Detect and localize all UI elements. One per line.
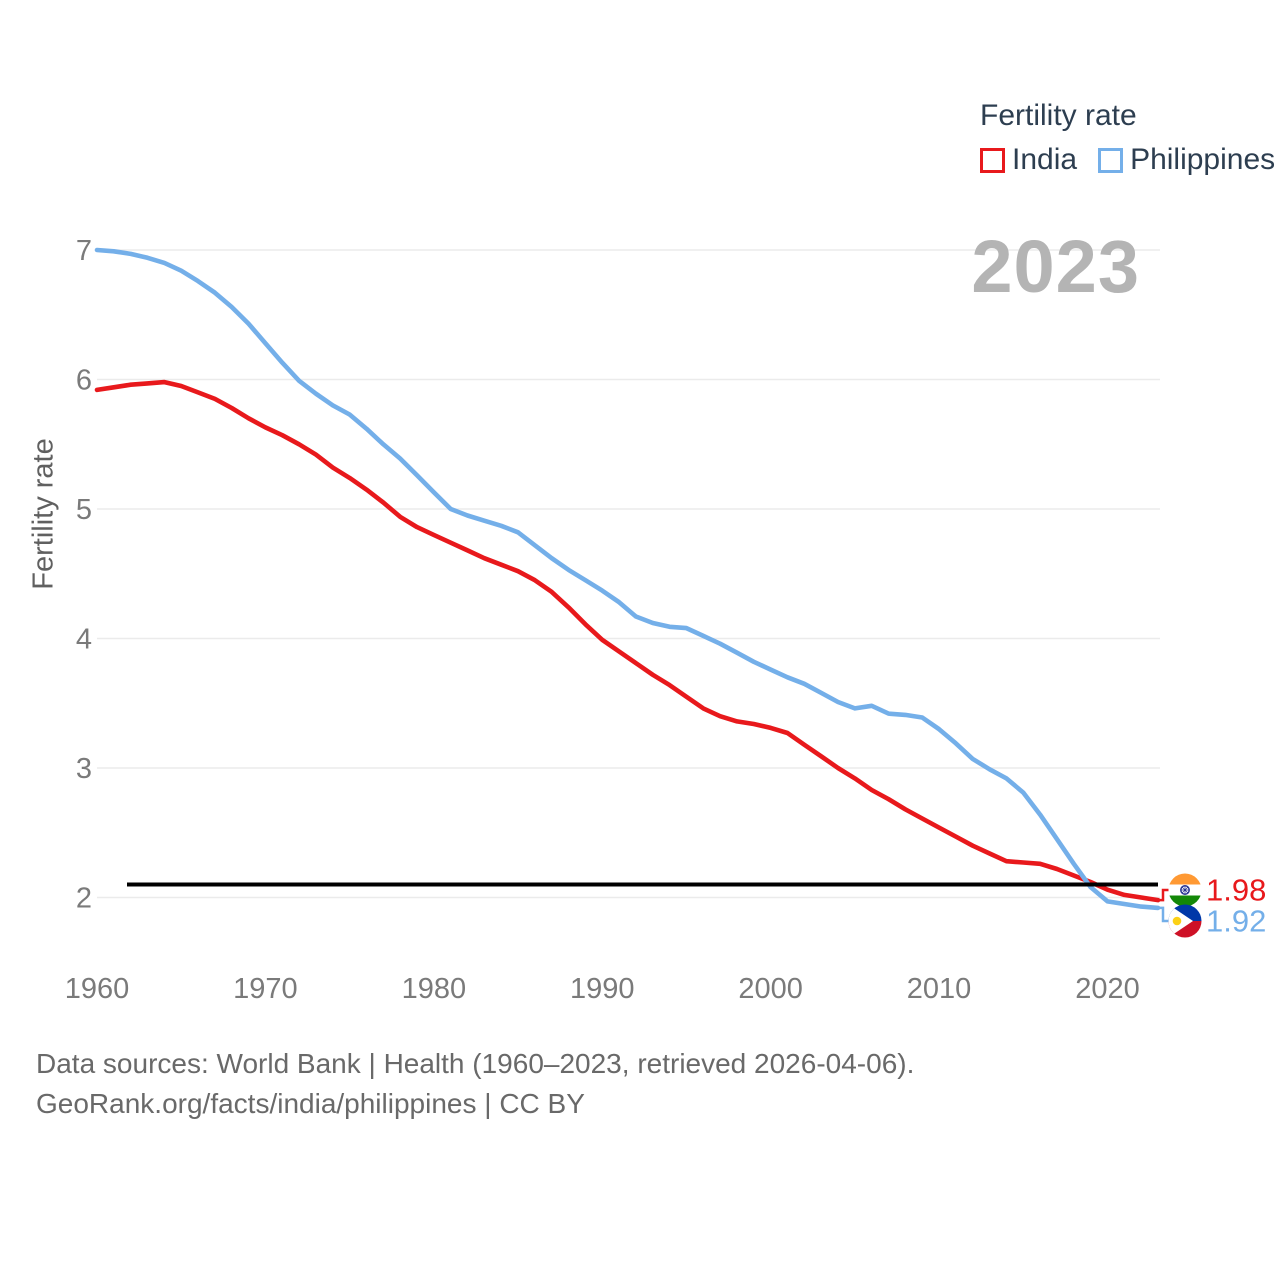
chart-footer: Data sources: World Bank | Health (1960–… — [36, 1044, 914, 1124]
year-watermark: 2023 — [971, 225, 1140, 308]
leader-line-philippines — [1158, 906, 1169, 923]
x-tick-label: 2000 — [738, 973, 803, 1005]
y-tick-label: 7 — [76, 235, 92, 267]
x-tick-label: 2020 — [1075, 973, 1140, 1005]
legend-swatch-india — [980, 147, 1005, 173]
series-line-india — [94, 379, 1161, 903]
end-value-philippines: 1.92 — [1206, 904, 1266, 939]
y-tick-label: 3 — [76, 753, 92, 785]
y-tick-label: 5 — [76, 494, 92, 526]
y-axis-title: Fertility rate — [27, 438, 60, 590]
x-tick-label: 1960 — [65, 973, 130, 1005]
legend-label-india: India — [1012, 143, 1078, 176]
legend-items: India Philippines — [980, 145, 1275, 175]
x-tick-label: 1970 — [233, 973, 298, 1005]
x-tick-label: 2010 — [907, 973, 972, 1005]
legend-title: Fertility rate — [980, 99, 1137, 132]
x-tick-label: 1980 — [402, 973, 467, 1005]
legend-label-philippines: Philippines — [1130, 143, 1276, 176]
india-flag-icon — [1168, 873, 1202, 907]
end-value-india: 1.98 — [1206, 873, 1266, 908]
x-tick-label: 1990 — [570, 973, 635, 1005]
y-tick-label: 4 — [76, 624, 92, 656]
philippines-flag-icon — [1168, 904, 1202, 938]
footer-data-sources: Data sources: World Bank | Health (1960–… — [36, 1048, 915, 1079]
y-tick-label: 6 — [76, 365, 92, 397]
legend-swatch-philippines — [1098, 147, 1124, 173]
leader-line-india — [1158, 888, 1169, 902]
chart-legend: Fertility rate India Philippines — [980, 101, 1275, 175]
footer-attribution: GeoRank.org/facts/india/philippines | CC… — [36, 1088, 585, 1119]
y-tick-label: 2 — [76, 883, 92, 915]
series-line-philippines — [94, 247, 1161, 911]
